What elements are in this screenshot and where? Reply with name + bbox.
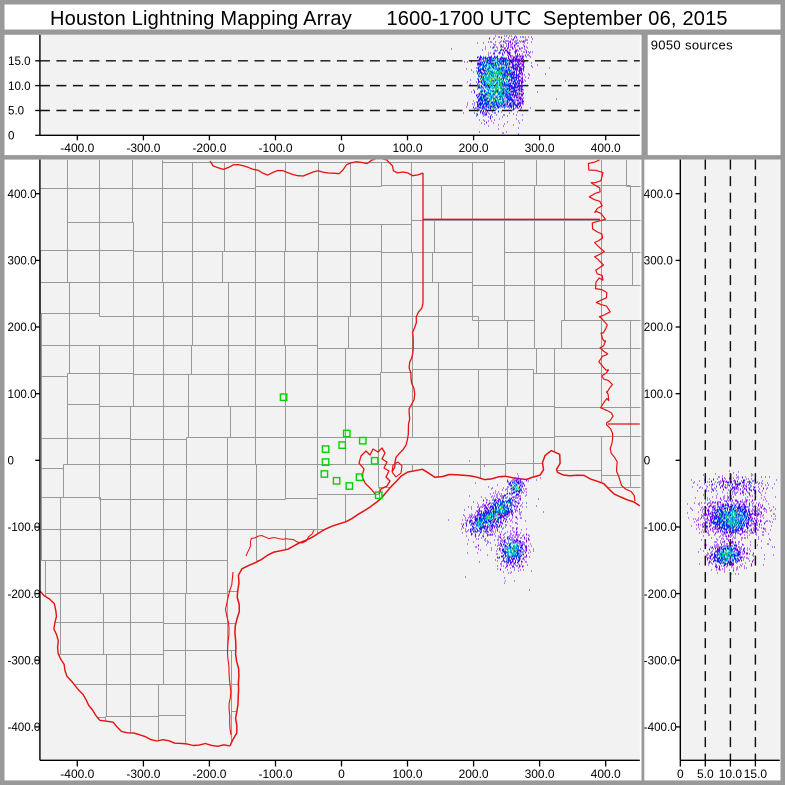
svg-text:0: 0 [644,455,650,468]
svg-text:200.0: 200.0 [459,767,489,781]
svg-text:0: 0 [677,767,684,781]
svg-text:-100.0: -100.0 [644,521,677,534]
svg-text:5.0: 5.0 [697,767,714,781]
svg-text:-400.0: -400.0 [60,141,94,155]
svg-text:5.0: 5.0 [8,105,24,118]
svg-text:300.0: 300.0 [644,255,673,268]
svg-text:100.0: 100.0 [392,141,422,155]
svg-text:10.0: 10.0 [719,767,743,781]
svg-text:10.0: 10.0 [8,80,31,93]
svg-text:300.0: 300.0 [8,255,37,268]
svg-text:0: 0 [338,141,345,155]
svg-text:-300.0: -300.0 [8,655,41,668]
svg-text:-100.0: -100.0 [258,767,292,781]
svg-text:-200.0: -200.0 [192,767,226,781]
svg-text:-400.0: -400.0 [644,721,677,734]
svg-text:100.0: 100.0 [8,388,37,401]
svg-text:200.0: 200.0 [644,321,673,334]
svg-text:400.0: 400.0 [8,188,37,201]
svg-text:0: 0 [338,767,345,781]
svg-text:-100.0: -100.0 [8,521,41,534]
svg-text:400.0: 400.0 [644,188,673,201]
svg-text:300.0: 300.0 [525,141,555,155]
svg-text:-100.0: -100.0 [258,141,292,155]
svg-text:-300.0: -300.0 [644,655,677,668]
svg-text:0: 0 [8,455,14,468]
svg-text:200.0: 200.0 [8,321,37,334]
svg-text:-400.0: -400.0 [8,721,41,734]
svg-text:9050 sources: 9050 sources [651,37,733,52]
svg-text:-400.0: -400.0 [60,767,94,781]
svg-text:-200.0: -200.0 [644,588,677,601]
svg-text:200.0: 200.0 [459,141,489,155]
svg-text:100.0: 100.0 [392,767,422,781]
svg-text:-300.0: -300.0 [126,141,160,155]
svg-text:15.0: 15.0 [8,55,31,68]
svg-text:-300.0: -300.0 [126,767,160,781]
svg-text:-200.0: -200.0 [192,141,226,155]
svg-text:300.0: 300.0 [525,767,555,781]
svg-text:400.0: 400.0 [591,767,621,781]
svg-text:100.0: 100.0 [644,388,673,401]
svg-text:Houston Lightning Mapping Arra: Houston Lightning Mapping Array 1600-170… [50,8,728,30]
svg-text:-200.0: -200.0 [8,588,41,601]
svg-text:0: 0 [8,130,14,143]
svg-text:400.0: 400.0 [591,141,621,155]
svg-text:15.0: 15.0 [744,767,768,781]
